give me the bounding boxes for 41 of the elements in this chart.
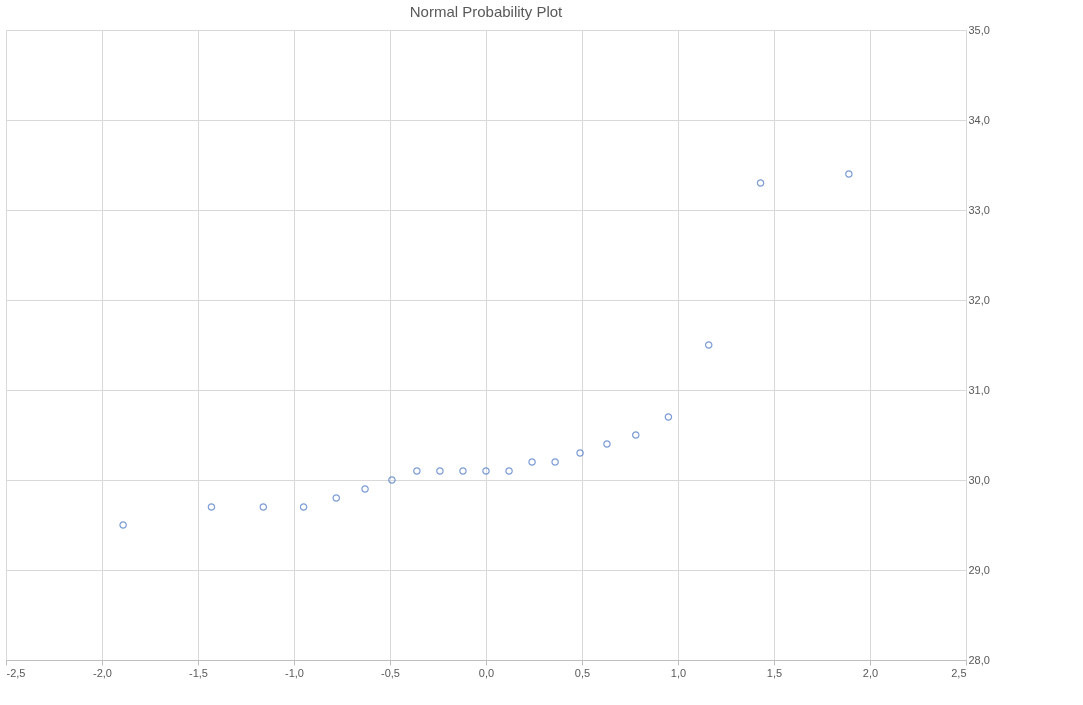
point — [756, 179, 765, 187]
point — [361, 485, 369, 493]
x-tick-label: -2,0 — [93, 666, 112, 679]
y-tick-label: 31,0 — [968, 383, 990, 396]
x-tick-label: 1,0 — [670, 666, 687, 679]
point — [845, 170, 853, 178]
point — [664, 413, 673, 421]
point — [259, 503, 268, 511]
point — [119, 521, 127, 529]
x-tick-label: -1,5 — [189, 666, 208, 679]
x-tick-label: 2,0 — [862, 666, 879, 679]
x-tick-label: 0,0 — [478, 666, 495, 679]
point — [459, 467, 467, 475]
y-tick-label: 28,0 — [968, 653, 990, 666]
point — [388, 476, 396, 484]
point — [413, 467, 421, 475]
x-tick-label: 2,5 — [951, 666, 967, 679]
point — [603, 440, 611, 448]
point — [528, 458, 536, 466]
point — [704, 341, 713, 349]
y-tick-label: 34,0 — [968, 113, 990, 126]
point — [207, 503, 216, 511]
point — [332, 494, 340, 502]
point — [482, 467, 490, 475]
chart-title: Normal Probability Plot — [409, 3, 564, 20]
y-tick-label: 32,0 — [968, 293, 990, 306]
point — [505, 467, 513, 475]
x-tick-label: 1,5 — [766, 666, 783, 679]
x-tick-label: 0,5 — [574, 666, 591, 679]
point — [576, 449, 584, 457]
point — [299, 503, 308, 511]
point — [632, 431, 640, 439]
y-tick-label: 30,0 — [968, 473, 990, 486]
x-tick-label: -0,5 — [381, 666, 400, 679]
point — [551, 458, 559, 466]
x-tick-label: -2,5 — [6, 666, 26, 679]
x-tick-label: -1,0 — [285, 666, 304, 679]
y-tick-label: 33,0 — [968, 203, 990, 216]
y-tick-label: 29,0 — [968, 563, 990, 576]
y-tick-label: 35,0 — [968, 23, 990, 36]
point — [436, 467, 444, 475]
